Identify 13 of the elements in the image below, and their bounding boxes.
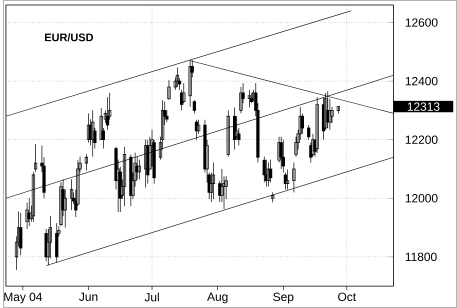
- x-tick-label: May 04: [4, 292, 42, 304]
- y-tick-label: 12000: [406, 194, 438, 202]
- y-tick-label: 12400: [406, 76, 438, 86]
- y-tick-label: 12600: [406, 18, 438, 27]
- x-tick-label: Sep: [273, 292, 294, 304]
- x-tick-label: Oct: [338, 292, 356, 302]
- x-tick-label: Jul: [144, 292, 159, 302]
- text: EUR/USD: [45, 33, 94, 42]
- x-tick-label: Jun: [79, 292, 98, 301]
- text: 12313: [408, 102, 440, 111]
- y-tick-label: 12200: [406, 135, 438, 144]
- y-tick-label: 11800: [406, 252, 437, 262]
- x-tick-label: Aug: [207, 292, 228, 304]
